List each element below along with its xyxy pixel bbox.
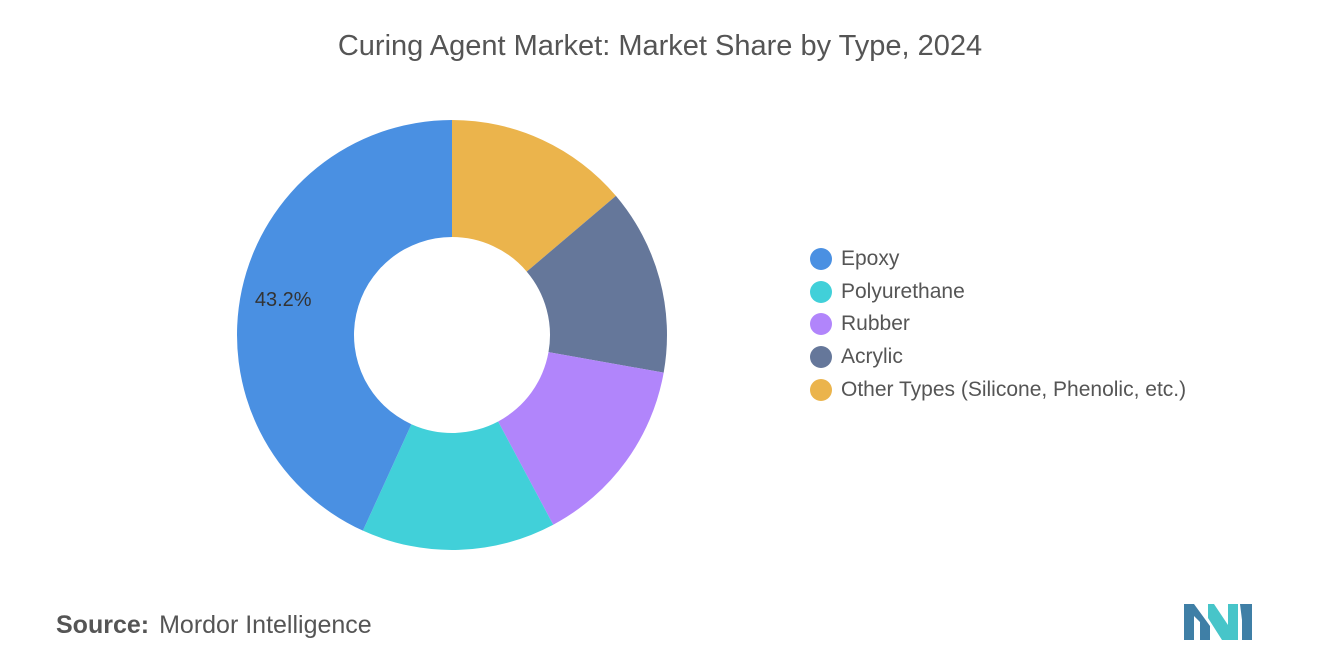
data-label-epoxy: 43.2%	[255, 289, 312, 311]
source-line: Source: Mordor Intelligence	[56, 611, 372, 640]
legend-swatch	[810, 280, 832, 303]
slice-polyurethane	[362, 421, 554, 550]
legend-label: Polyurethane	[841, 279, 965, 303]
source-label: Source:	[56, 611, 150, 639]
legend-item-other-types-silicone-phenolic-etc: Other Types (Silicone, Phenolic, etc.)	[810, 373, 1186, 406]
legend-swatch	[810, 378, 832, 401]
legend-label: Epoxy	[841, 247, 900, 271]
slice-rubber	[498, 352, 664, 525]
legend-swatch	[810, 346, 832, 369]
legend-label: Acrylic	[841, 345, 903, 369]
legend-swatch	[810, 248, 832, 271]
mordor-intelligence-logo-icon	[1184, 604, 1252, 640]
legend-label: Other Types (Silicone, Phenolic, etc.)	[841, 377, 1187, 401]
slice-acrylic	[526, 195, 667, 373]
source-text: Mordor Intelligence	[159, 611, 372, 639]
chart-title: Curing Agent Market: Market Share by Typ…	[337, 30, 983, 62]
legend-swatch	[810, 313, 832, 336]
legend-item-polyurethane: Polyurethane	[810, 276, 1186, 309]
chart-legend: Epoxy Polyurethane Rubber Acrylic Other Type…	[810, 243, 1186, 406]
legend-item-acrylic: Acrylic	[810, 341, 1186, 374]
legend-label: Rubber	[841, 312, 910, 336]
slice-epoxy	[236, 120, 452, 531]
legend-item-rubber: Rubber	[810, 308, 1186, 341]
slice-other-types-silicone-phenolic-etc	[452, 120, 616, 272]
legend-item-epoxy: Epoxy	[810, 243, 1186, 276]
